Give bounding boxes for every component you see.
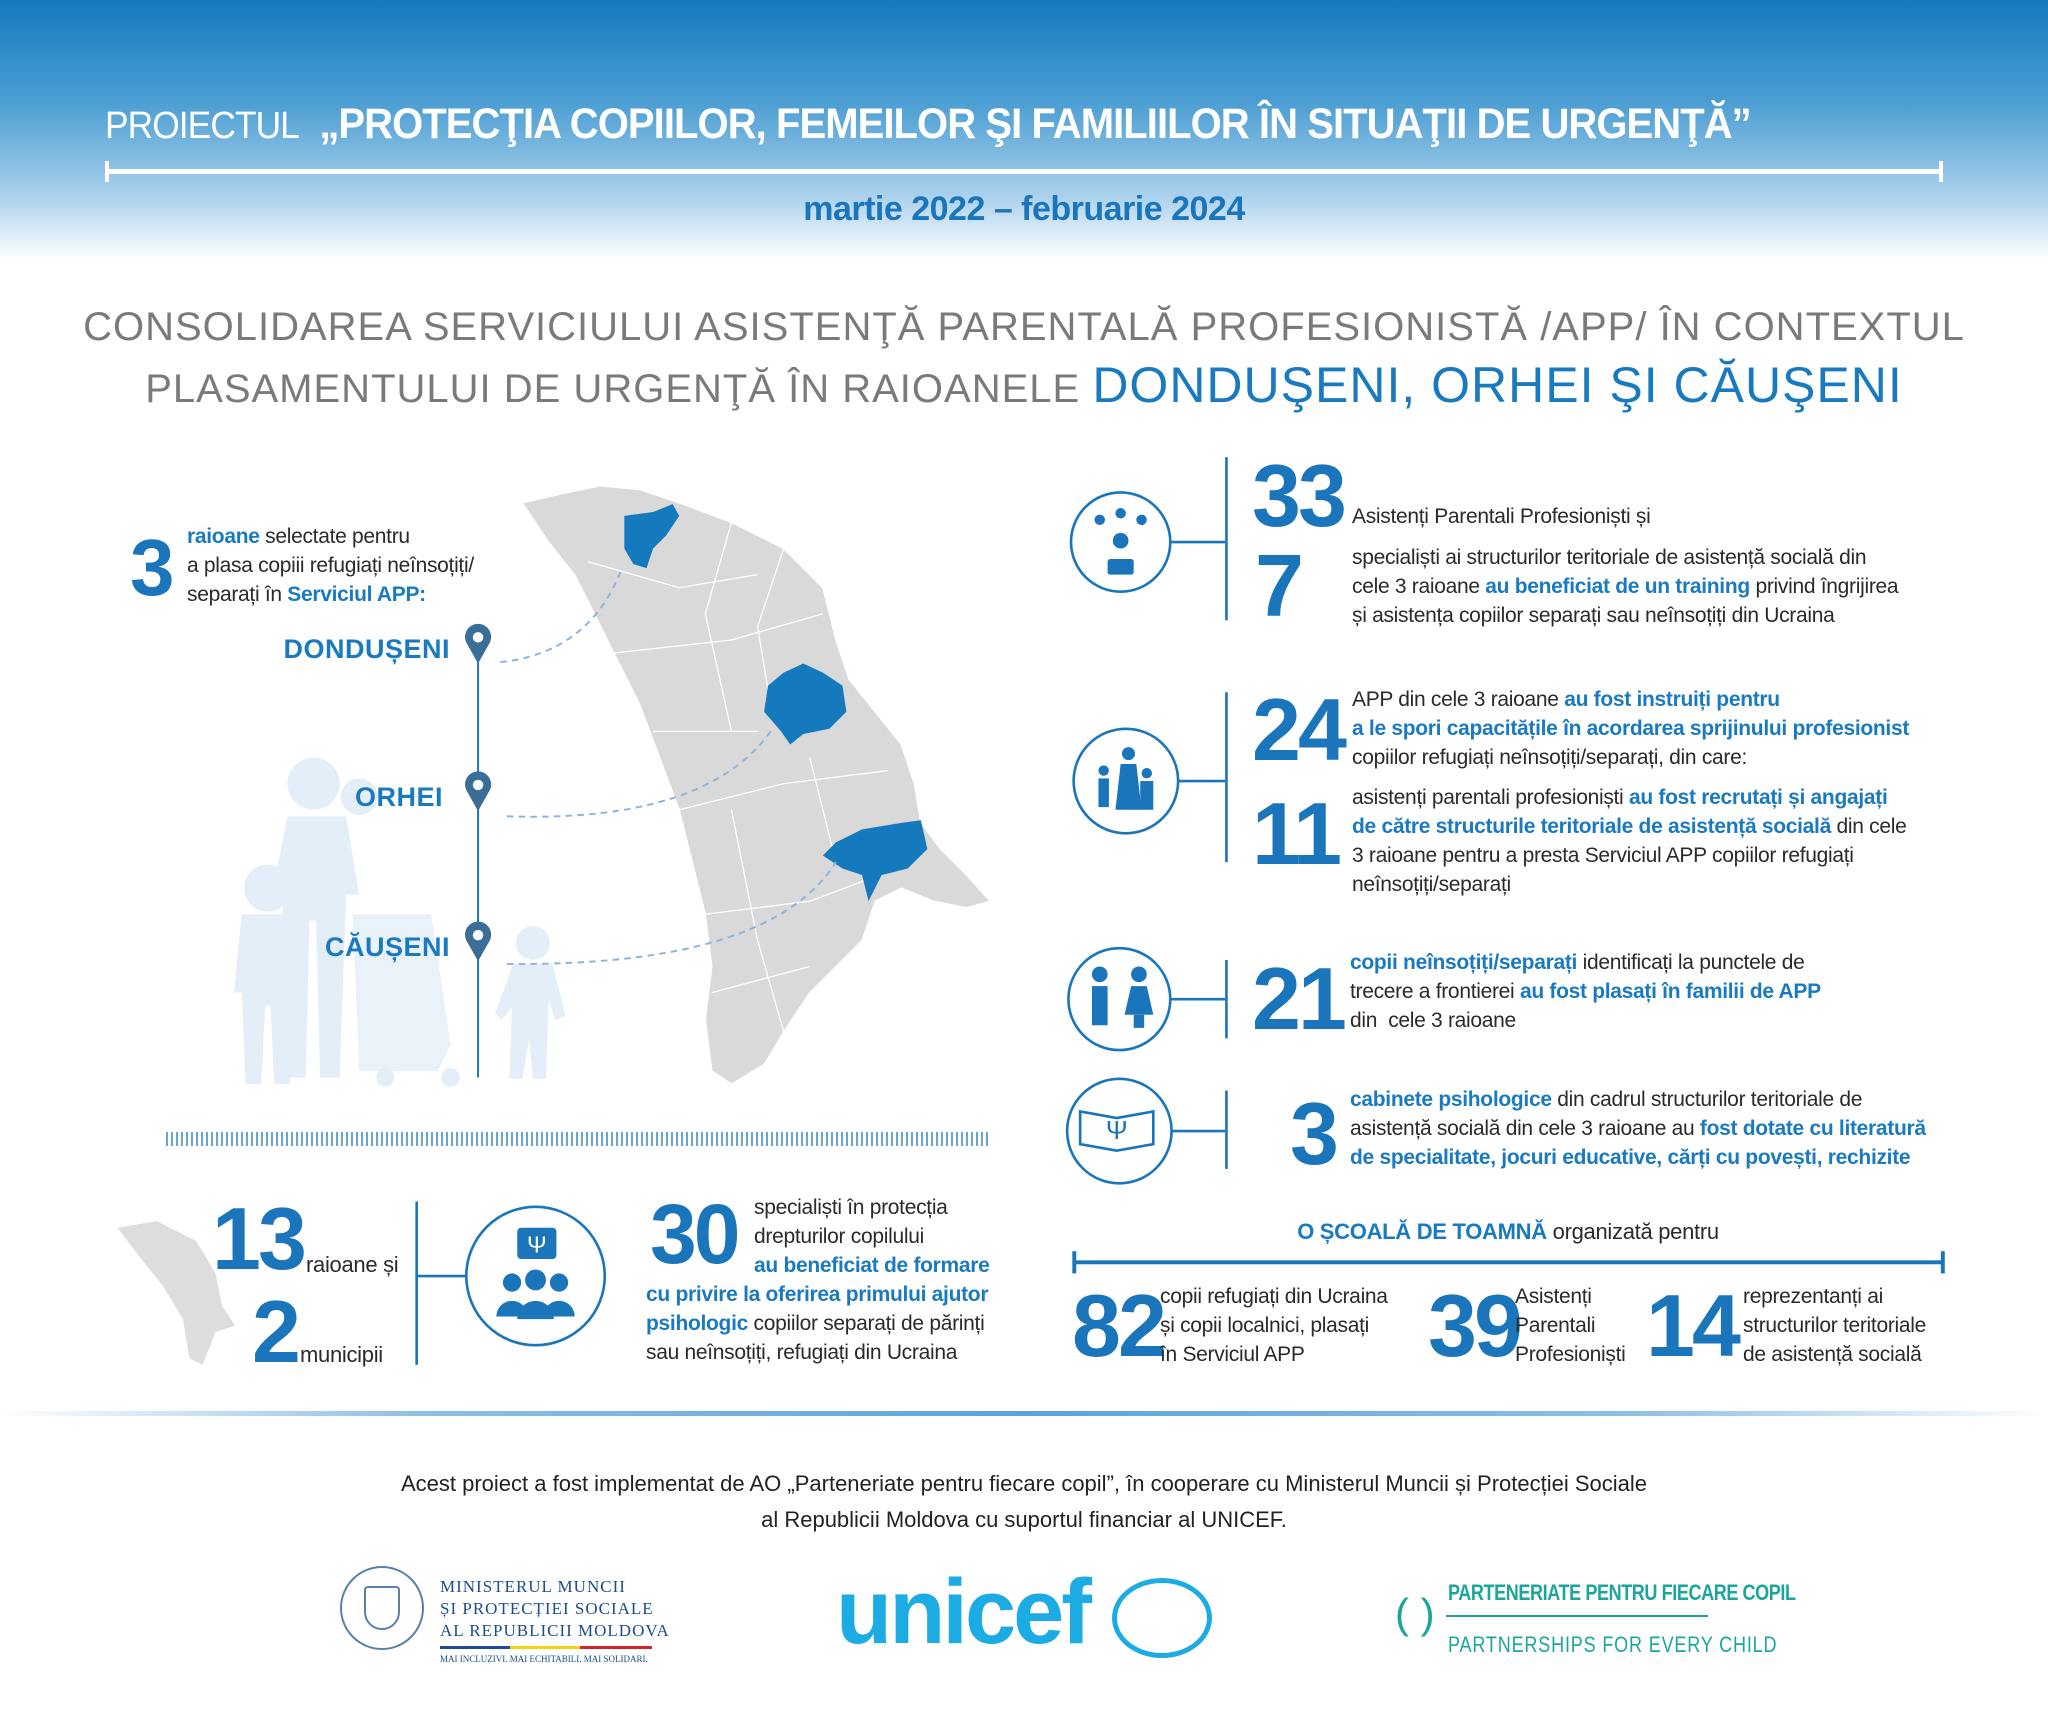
text-segment: Asistenți Parentali Profesioniști și [1352, 505, 1651, 528]
text-segment: privind îngrijirea și asistența copiilor… [1352, 575, 1899, 627]
school-text-reps: reprezentanți ai structurilor teritorial… [1743, 1285, 1927, 1366]
ministry-line3: AL REPUBLICII MOLDOVA [440, 1621, 670, 1640]
partnership-divider [1446, 1615, 1708, 1617]
subtitle-districts: DONDUŞENI, ORHEI ŞI CĂUŞENI [1092, 357, 1903, 413]
highlight-text: au beneficiat de un training [1485, 575, 1750, 598]
stat-11: 11 [1252, 784, 1342, 883]
school-title: O ȘCOALĂ DE TOAMNĂ organizată pentru [1074, 1217, 1942, 1246]
project-period: martie 2022 – februarie 2024 [803, 190, 1245, 228]
svg-text:Ψ: Ψ [1106, 1115, 1128, 1145]
ministry-name: MINISTERUL MUNCII ȘI PROTECȚIEI SOCIALE … [440, 1576, 670, 1665]
donduseni-region [624, 504, 680, 569]
highlight-text: cabinete psihologice [1350, 1088, 1552, 1111]
psi-bubble-icon [517, 1227, 557, 1260]
districts-count: 3 [130, 523, 174, 612]
project-title: PROIECTUL „PROTECŢIA COPIILOR, FEMEILOR Ş… [105, 100, 1814, 149]
text-segment: specialiști ai structurilor teritoriale … [1352, 546, 1867, 598]
district-label-orhei: ORHEI [354, 782, 443, 812]
text-segment: specialiști în protecția drepturilor cop… [754, 1196, 948, 1248]
municipii-label: municipii [300, 1342, 383, 1367]
school-title-highlight: O ȘCOALĂ DE TOAMNĂ [1297, 1219, 1547, 1244]
raioane-count: 13 [212, 1189, 307, 1288]
specialists-count: 30 [650, 1187, 740, 1281]
partnership-name-en: PARTNERSHIPS FOR EVERY CHILD [1448, 1632, 1778, 1657]
highlight-text: raioane [187, 525, 260, 548]
text-segment: asistenți parentali profesioniști [1352, 786, 1629, 809]
ministry-line1: MINISTERUL MUNCII [440, 1577, 626, 1596]
district-label-donduseni: DONDUȘENI [283, 634, 450, 664]
highlight-text: au fost plasați în familii de APP [1519, 980, 1821, 1003]
school-count-reps: 14 [1646, 1276, 1741, 1375]
title-text: „PROTECŢIA COPIILOR, FEMEILOR ŞI FAMILII… [319, 100, 1751, 148]
stat-33: 33 [1252, 446, 1347, 545]
text-segment: identificați la punctele de trecere a fr… [1350, 951, 1805, 1003]
footer-divider [0, 1411, 2048, 1416]
subtitle-line2: PLASAMENTULUI DE URGENŢĂ ÎN RAIOANELE DO… [0, 356, 2048, 414]
partnership-bracket-icon: ( ) [1395, 1590, 1435, 1637]
unicef-logo: unicef [836, 1561, 1092, 1663]
school-text-children: copii refugiați din Ucraina și copii loc… [1160, 1285, 1388, 1366]
text-segment: din cele 3 raioane [1350, 1009, 1516, 1032]
dotted-separator [166, 1132, 989, 1146]
highlight-text: copii neînsoțiți/separați [1350, 951, 1578, 974]
footer-line1: Acest proiect a fost implementat de AO „… [400, 1471, 1648, 1496]
text-segment: a plasa copiii refugiați neînsoțiți/ sep… [187, 554, 474, 606]
highlight-text: fost dotate cu literatură de specialitat… [1350, 1117, 1926, 1169]
specialists-text: specialiști în protecția drepturilor cop… [754, 1193, 990, 1280]
stat-24-text: APP din cele 3 raioane au fost instruiți… [1352, 685, 1909, 772]
highlight-text: cu privire la oferirea primului ajutor p… [646, 1283, 989, 1335]
text-segment: APP din cele 3 raioane [1352, 688, 1565, 711]
title-prefix: PROIECTUL [105, 105, 300, 147]
text-segment: din cele 3 raioane pentru a presta Servi… [1352, 815, 1907, 896]
school-title-rest: organizată pentru [1546, 1219, 1719, 1244]
footer-line2: al Republicii Moldova cu suportul financ… [761, 1507, 1287, 1532]
pin-icons [465, 623, 492, 962]
highlight-text: au fost instruiți pentru a le spori capa… [1352, 688, 1910, 740]
stat-7-text: specialiști ai structurilor teritoriale … [1352, 543, 1899, 630]
municipii-count: 2 [252, 1282, 301, 1381]
district-label-causeni: CĂUȘENI [324, 932, 450, 962]
school-count-app: 39 [1428, 1276, 1523, 1375]
text-segment: copiilor refugiați neînsoțiți/separați, … [1352, 746, 1748, 769]
districts-description: raioane selectate pentru a plasa copiii … [187, 522, 474, 609]
unicef-emblem-icon [1112, 1578, 1212, 1658]
school-text-app: Asistenți Parentali Profesioniști [1515, 1285, 1626, 1366]
causeni-region [822, 820, 928, 902]
stat-21: 21 [1252, 949, 1347, 1048]
stat-21-text: copii neînsoțiți/separați identificați l… [1350, 948, 1821, 1035]
ministry-seal-logo [340, 1566, 424, 1650]
text-segment: din cadrul structurilor teritoriale de a… [1350, 1088, 1863, 1140]
title-divider [105, 161, 1943, 182]
moldova-map [521, 485, 992, 1085]
highlight-text: au beneficiat de formare [754, 1254, 990, 1277]
flag-stripe [440, 1646, 652, 1649]
ministry-line2: ȘI PROTECȚIEI SOCIALE [440, 1599, 654, 1618]
school-count-children: 82 [1072, 1276, 1167, 1375]
subtitle-line1: CONSOLIDAREA SERVICIULUI ASISTENŢĂ PAREN… [83, 305, 1965, 349]
coat-of-arms-icon [364, 1586, 400, 1630]
text-segment: selectate pentru [259, 525, 410, 548]
subtitle-text: PLASAMENTULUI DE URGENŢĂ ÎN RAIOANELE [145, 367, 1081, 411]
orhei-region [764, 663, 847, 745]
ministry-motto: MAI INCLUZIVI. MAI ECHITABILI. MAI SOLID… [440, 1654, 648, 1664]
text-segment: copiilor separați de părinți sau neînsoț… [646, 1312, 985, 1364]
stat-24: 24 [1252, 680, 1347, 779]
stat-3-cabinets: 3 [1290, 1084, 1339, 1183]
map-arrows [500, 571, 837, 965]
stat-7: 7 [1255, 536, 1304, 635]
raioane-label: raioane și [306, 1252, 399, 1277]
partnership-name-ro: PARTENERIATE PENTRU FIECARE COPIL [1448, 1580, 1796, 1605]
stat-3-text: cabinete psihologice din cadrul structur… [1350, 1085, 1926, 1172]
highlight-text: Serviciul APP: [287, 583, 426, 606]
header-banner [0, 0, 2048, 260]
stat-33-text: Asistenți Parentali Profesioniști și [1352, 502, 1651, 531]
highlight-text: au fost recrutați și angajați de către s… [1352, 786, 1888, 838]
svg-text:Ψ: Ψ [527, 1232, 547, 1258]
specialists-text-cont: cu privire la oferirea primului ajutor p… [646, 1280, 989, 1367]
stat-11-text: asistenți parentali profesioniști au fos… [1352, 783, 1907, 899]
